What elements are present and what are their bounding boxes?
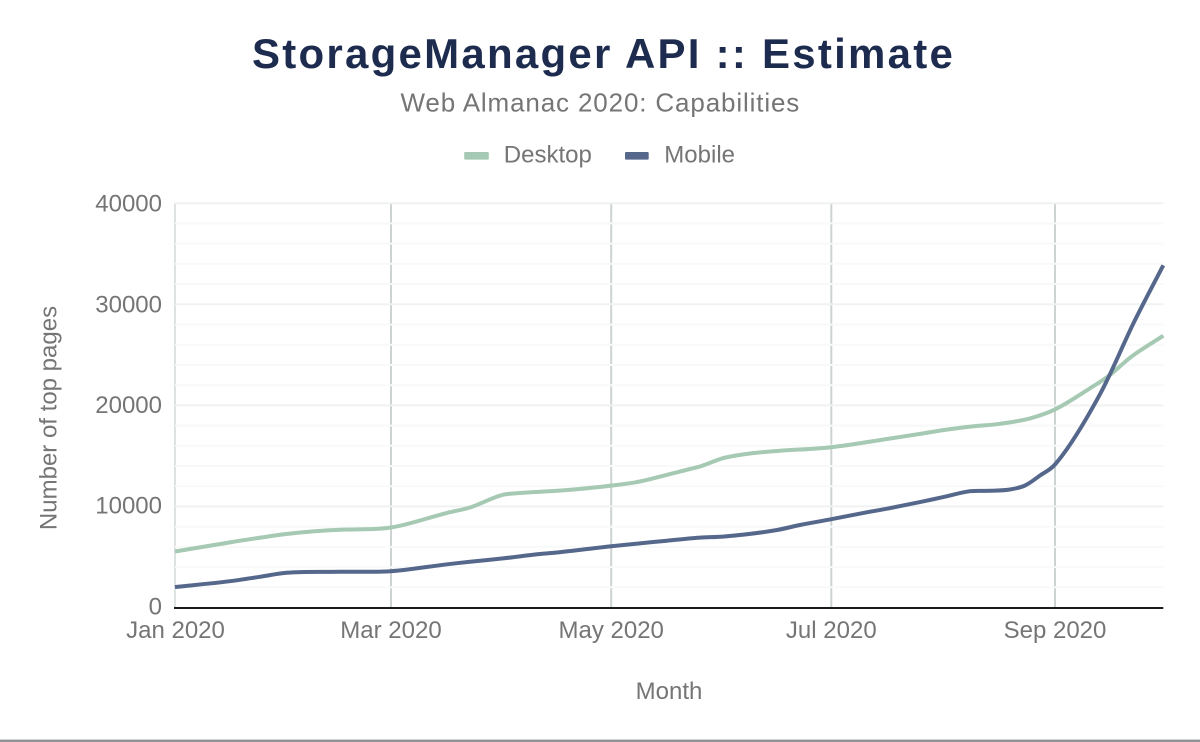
svg-text:Number of top pages: Number of top pages bbox=[35, 306, 62, 530]
svg-text:StorageManager API :: Estimate: StorageManager API :: Estimate bbox=[252, 30, 955, 77]
svg-text:0: 0 bbox=[149, 593, 162, 620]
svg-text:10000: 10000 bbox=[95, 493, 162, 520]
svg-text:Jul 2020: Jul 2020 bbox=[786, 617, 877, 644]
svg-text:Month: Month bbox=[636, 678, 703, 705]
svg-text:Web Almanac 2020: Capabilities: Web Almanac 2020: Capabilities bbox=[401, 87, 801, 117]
svg-text:40000: 40000 bbox=[95, 191, 162, 218]
svg-text:20000: 20000 bbox=[95, 392, 162, 419]
svg-text:Mar 2020: Mar 2020 bbox=[340, 617, 441, 644]
svg-text:Jan 2020: Jan 2020 bbox=[126, 617, 225, 644]
svg-text:Sep 2020: Sep 2020 bbox=[1004, 617, 1107, 644]
svg-text:Desktop: Desktop bbox=[504, 141, 592, 168]
svg-text:30000: 30000 bbox=[95, 291, 162, 318]
svg-text:May 2020: May 2020 bbox=[558, 617, 663, 644]
svg-text:Mobile: Mobile bbox=[664, 141, 735, 168]
